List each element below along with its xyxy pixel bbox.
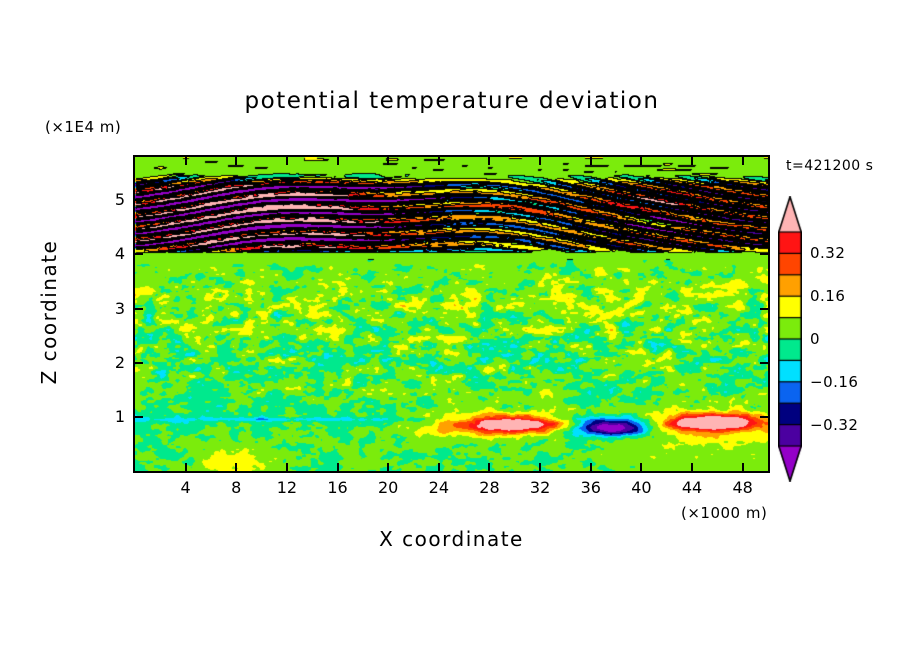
x-tick-label: 44 — [681, 478, 703, 497]
x-tick-label: 48 — [732, 478, 753, 497]
x-tick-mark-top — [387, 155, 390, 165]
time-annotation: t=421200 s — [786, 158, 874, 174]
x-tick-mark — [741, 463, 744, 473]
y-tick-mark — [133, 253, 143, 256]
colorbar-tick-label: 0.32 — [810, 244, 846, 263]
y-tick-mark-right — [760, 415, 770, 418]
x-tick-mark-top — [741, 155, 744, 165]
x-tick-mark-top — [437, 155, 440, 165]
x-tick-mark — [387, 463, 390, 473]
x-tick-label: 24 — [428, 478, 449, 497]
x-tick-mark — [640, 463, 643, 473]
x-tick-mark-top — [285, 155, 288, 165]
y-tick-mark-right — [760, 361, 770, 364]
z-axis-unit-label: (×1E4 m) — [45, 118, 122, 136]
x-tick-label: 8 — [231, 478, 242, 497]
y-tick-label: 2 — [114, 352, 125, 372]
x-tick-mark — [285, 463, 288, 473]
y-tick-label: 4 — [114, 244, 125, 264]
x-tick-mark — [488, 463, 491, 473]
x-tick-mark-top — [336, 155, 339, 165]
x-tick-mark — [539, 463, 542, 473]
x-tick-label: 32 — [529, 478, 551, 497]
y-tick-mark — [133, 307, 143, 310]
y-tick-mark — [133, 361, 143, 364]
x-tick-mark-top — [539, 155, 542, 165]
x-tick-mark-top — [691, 155, 694, 165]
x-tick-label: 36 — [580, 478, 601, 497]
x-tick-mark — [184, 463, 187, 473]
y-tick-mark-right — [760, 253, 770, 256]
contour-field — [135, 157, 768, 471]
y-tick-label: 1 — [114, 406, 125, 426]
colorbar-tick-label: −0.16 — [810, 372, 859, 391]
y-tick-label: 3 — [114, 298, 125, 318]
x-tick-label: 16 — [327, 478, 348, 497]
x-tick-mark-top — [184, 155, 187, 165]
x-tick-label: 4 — [180, 478, 191, 497]
y-tick-mark-right — [760, 199, 770, 202]
y-tick-mark — [133, 415, 143, 418]
x-tick-mark — [235, 463, 238, 473]
x-tick-label: 28 — [479, 478, 500, 497]
x-tick-mark — [336, 463, 339, 473]
colorbar — [778, 196, 802, 482]
x-tick-mark — [437, 463, 440, 473]
y-tick-mark — [133, 199, 143, 202]
x-tick-label: 12 — [276, 478, 298, 497]
x-tick-mark-top — [640, 155, 643, 165]
page-title: potential temperature deviation — [244, 88, 660, 114]
x-axis-unit-label: (×1000 m) — [681, 504, 768, 522]
x-tick-mark-top — [488, 155, 491, 165]
contour-plot-area — [133, 155, 770, 473]
x-axis-title: X coordinate — [379, 527, 524, 551]
x-tick-label: 40 — [631, 478, 652, 497]
colorbar-tick-label: 0.16 — [810, 287, 846, 306]
y-axis-title: Z coordinate — [37, 239, 61, 385]
x-tick-mark-top — [589, 155, 592, 165]
colorbar-tick-label: 0 — [810, 330, 821, 348]
y-tick-label: 5 — [114, 190, 125, 210]
x-tick-label: 20 — [378, 478, 399, 497]
y-tick-mark-right — [760, 307, 770, 310]
x-tick-mark-top — [235, 155, 238, 165]
colorbar-gradient — [778, 196, 802, 482]
x-tick-mark — [589, 463, 592, 473]
colorbar-tick-label: −0.32 — [810, 415, 859, 434]
x-tick-mark — [691, 463, 694, 473]
